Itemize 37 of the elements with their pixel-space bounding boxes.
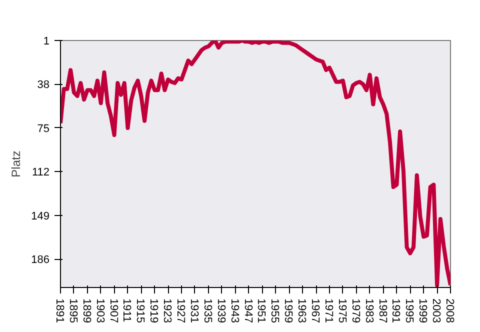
y-tick-label: 38 [37,79,50,92]
x-tick-label: 1939 [214,298,227,323]
x-tick-label: 1927 [174,298,187,323]
y-tick-label: 186 [31,254,50,266]
y-tick-label: 1 [43,36,50,48]
x-tick-label: 1967 [309,298,322,323]
x-tick-label: 1923 [161,298,174,323]
x-tick-label: 1911 [120,298,133,322]
x-tick-label: 1891 [54,298,66,323]
y-tick-label: 75 [37,122,50,135]
x-tick-label: 1943 [228,298,240,323]
x-tick-label: 2003 [430,298,442,323]
x-tick-label: 1899 [80,298,92,323]
x-tick-label: 1971 [322,298,334,323]
x-tick-label: 1959 [282,298,294,323]
x-tick-label: 1983 [362,298,375,323]
x-tick-label: 1987 [376,298,388,323]
y-axis-title: Platz [9,150,24,178]
x-tick-label: 1999 [416,298,429,323]
x-tick-label: 1907 [107,298,120,323]
x-tick-label: 1995 [403,298,416,323]
y-tick-label: 149 [31,210,50,222]
x-tick-label: 2008 [444,298,456,323]
x-tick-label: 1931 [188,298,200,323]
x-tick-label: 1955 [268,298,281,323]
x-tick-label: 1935 [201,298,214,323]
x-tick-label: 1991 [390,298,402,323]
y-tick-label: 112 [32,166,50,179]
x-tick-label: 1895 [66,298,79,323]
x-tick-label: 1951 [255,298,268,323]
x-tick-label: 1947 [242,298,254,323]
x-tick-label: 1919 [148,298,160,323]
x-tick-label: 1963 [296,298,308,323]
x-tick-label: 1915 [134,298,146,323]
x-tick-label: 1975 [336,298,348,323]
x-tick-label: 1903 [94,298,106,323]
x-tick-label: 1979 [349,298,362,323]
